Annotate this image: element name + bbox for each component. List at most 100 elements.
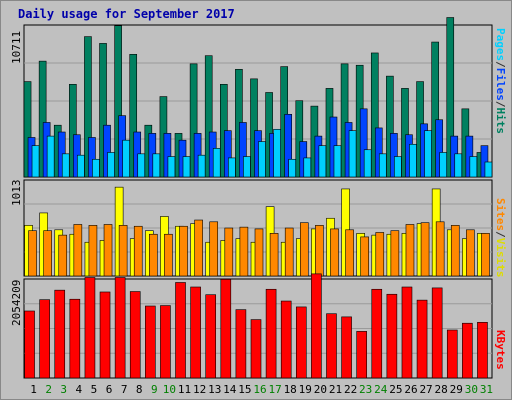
pages-bar-day-13 xyxy=(212,148,221,178)
sites-bar-day-25 xyxy=(390,230,400,277)
legend-sep-3: / xyxy=(494,231,507,238)
sites-bar-day-2 xyxy=(43,230,52,277)
files-bar-day-28 xyxy=(435,119,443,178)
x-tick-label-day-2: 2 xyxy=(45,383,52,396)
pages-bar-day-28 xyxy=(439,152,447,178)
pages-bar-day-14 xyxy=(228,157,236,178)
kbytes-bar-day-15 xyxy=(235,309,247,379)
hits-bar-day-5 xyxy=(84,36,92,178)
legend-visits: Visits xyxy=(494,237,507,278)
kbytes-bar-day-6 xyxy=(99,291,111,379)
kbytes-bar-day-14 xyxy=(220,279,232,379)
pages-bar-day-20 xyxy=(318,145,327,178)
pages-bar-day-1 xyxy=(31,145,40,178)
kbytes-bar-day-23 xyxy=(356,331,367,379)
x-tick-label-day-19: 19 xyxy=(299,383,312,396)
pages-bar-day-8 xyxy=(137,153,146,178)
x-tick-label-day-14: 14 xyxy=(223,383,237,396)
kbytes-bar-day-2 xyxy=(39,299,50,379)
sites-bar-day-12 xyxy=(194,219,203,277)
x-tick-label-day-25: 25 xyxy=(389,383,402,396)
kbytes-bar-day-28 xyxy=(431,287,443,379)
kbytes-bar-day-21 xyxy=(326,313,337,379)
sites-bar-day-22 xyxy=(345,229,354,277)
x-tick-label-day-4: 4 xyxy=(76,383,83,396)
sites-bar-day-31 xyxy=(481,233,490,277)
legend-files: Files xyxy=(494,67,507,101)
sites-bar-day-18 xyxy=(284,227,294,277)
x-tick-label-day-13: 13 xyxy=(208,383,221,396)
hits-bar-day-16 xyxy=(250,78,258,178)
x-tick-label-day-8: 8 xyxy=(136,383,143,396)
sites-bar-day-14 xyxy=(224,227,234,277)
x-tick-label-day-3: 3 xyxy=(60,383,67,396)
kbytes-bar-day-31 xyxy=(477,322,488,379)
files-bar-day-14 xyxy=(224,130,232,178)
pages-bar-day-27 xyxy=(424,130,432,178)
pages-bar-day-25 xyxy=(394,156,402,178)
x-tick-label-day-1: 1 xyxy=(30,383,37,396)
sites-bar-day-30 xyxy=(466,229,475,277)
kbytes-bar-day-10 xyxy=(160,305,171,379)
kbytes-bar-day-19 xyxy=(295,306,307,379)
sites-bar-day-17 xyxy=(269,233,279,277)
sites-bar-day-3 xyxy=(58,234,68,277)
sites-bar-day-28 xyxy=(435,221,445,277)
kbytes-bar-day-24 xyxy=(371,288,383,379)
x-tick-label-day-11: 11 xyxy=(178,383,191,396)
files-bar-day-25 xyxy=(390,133,398,178)
pages-bar-day-11 xyxy=(182,156,191,178)
sites-bar-day-7 xyxy=(118,225,128,277)
kbytes-bar-day-3 xyxy=(54,289,66,379)
kbytes-bar-day-22 xyxy=(341,316,352,379)
hits-bar-day-24 xyxy=(370,52,379,178)
kbytes-bar-day-29 xyxy=(446,329,458,379)
kbytes-bar-day-26 xyxy=(401,286,413,379)
hits-bar-day-7 xyxy=(114,25,122,178)
pages-bar-day-31 xyxy=(484,161,493,178)
sites-bar-day-21 xyxy=(330,228,339,277)
hits-bar-day-1 xyxy=(23,81,32,178)
kbytes-bar-day-13 xyxy=(205,294,217,379)
kbytes-bar-day-16 xyxy=(250,319,262,379)
x-tick-label-day-5: 5 xyxy=(91,383,98,396)
pages-bar-day-26 xyxy=(409,143,417,178)
pages-bar-day-16 xyxy=(258,141,266,178)
sites-bar-day-26 xyxy=(405,224,415,277)
sites-bar-day-15 xyxy=(239,226,249,277)
legend-pages: Pages xyxy=(494,28,507,62)
pages-bar-day-21 xyxy=(333,145,342,178)
kbytes-bar-day-5 xyxy=(84,277,96,379)
sites-bar-day-8 xyxy=(133,225,143,277)
kbytes-bar-day-11 xyxy=(175,282,186,379)
sites-bar-day-29 xyxy=(450,225,460,277)
x-tick-label-day-21: 21 xyxy=(329,383,342,396)
hits-bar-day-6 xyxy=(99,43,107,178)
kbytes-bar-day-4 xyxy=(69,298,81,379)
pages-bar-day-5 xyxy=(92,158,100,178)
pages-bar-day-10 xyxy=(167,156,176,178)
hits-legend: Pages/Files/Hits xyxy=(494,28,507,134)
kbytes-bar-day-7 xyxy=(114,277,126,379)
x-tick-label-day-6: 6 xyxy=(106,383,113,396)
x-tick-label-day-28: 28 xyxy=(435,383,448,396)
x-tick-label-day-12: 12 xyxy=(193,383,206,396)
legend-sites: Sites xyxy=(494,198,507,232)
files-bar-day-15 xyxy=(239,122,247,178)
kbytes-max-label: 2054209 xyxy=(10,279,23,326)
sites-bar-day-6 xyxy=(103,224,113,277)
sites-bar-day-24 xyxy=(375,232,385,277)
kbytes-bar-day-30 xyxy=(462,322,473,379)
hits-bar-day-28 xyxy=(431,41,439,178)
x-tick-label-day-18: 18 xyxy=(284,383,297,396)
x-tick-label-day-17: 17 xyxy=(268,383,281,396)
legend-hits: Hits xyxy=(494,107,507,135)
kbytes-bar-day-1 xyxy=(24,310,35,379)
x-tick-label-day-31: 31 xyxy=(480,383,493,396)
hits-bar-day-29 xyxy=(446,17,455,178)
hits-bar-day-13 xyxy=(204,55,213,178)
sites-bar-day-11 xyxy=(179,225,188,277)
pages-bar-day-23 xyxy=(363,149,372,178)
pages-bar-day-12 xyxy=(197,154,206,178)
sites-bar-day-13 xyxy=(209,221,219,277)
